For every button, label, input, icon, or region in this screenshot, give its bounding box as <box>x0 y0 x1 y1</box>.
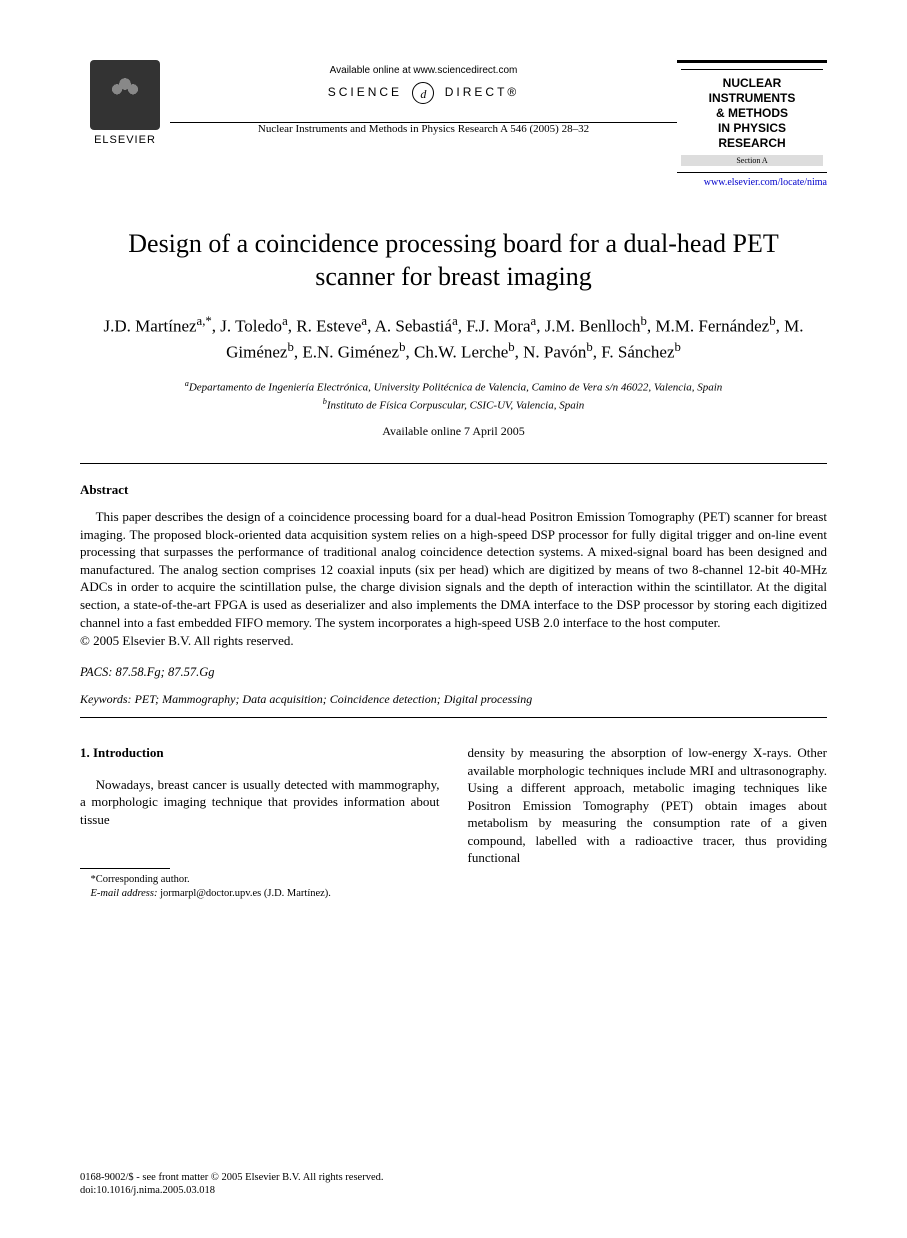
journal-reference: Nuclear Instruments and Methods in Physi… <box>170 123 677 135</box>
science-direct-logo: SCIENCE d DIRECT® <box>170 82 677 104</box>
keywords: Keywords: PET; Mammography; Data acquisi… <box>80 692 827 707</box>
science-direct-icon: d <box>412 82 434 104</box>
pacs-codes: 87.58.Fg; 87.57.Gg <box>116 665 215 679</box>
journal-name-line3: & METHODS <box>681 106 823 121</box>
journal-box: NUCLEAR INSTRUMENTS & METHODS IN PHYSICS… <box>677 60 827 173</box>
publication-date: Available online 7 April 2005 <box>80 424 827 439</box>
header: ELSEVIER Available online at www.science… <box>80 60 827 188</box>
affiliation-b-text: Instituto de Física Corpuscular, CSIC-UV… <box>327 400 584 412</box>
keywords-list: PET; Mammography; Data acquisition; Coin… <box>135 692 533 706</box>
science-direct-suffix: DIRECT® <box>445 85 520 99</box>
available-online-text: Available online at www.sciencedirect.co… <box>170 65 677 76</box>
journal-url[interactable]: www.elsevier.com/locate/nima <box>677 177 827 188</box>
body-columns: 1. Introduction Nowadays, breast cancer … <box>80 744 827 900</box>
publisher-logo: ELSEVIER <box>80 60 170 146</box>
header-center: Available online at www.sciencedirect.co… <box>170 60 677 135</box>
email-label: E-mail address: <box>91 888 158 899</box>
intro-paragraph-right: density by measuring the absorption of l… <box>468 744 828 867</box>
email-address: jormarpl@doctor.upv.es (J.D. Martínez). <box>160 888 331 899</box>
separator-rule-top <box>80 463 827 464</box>
section-heading: 1. Introduction <box>80 744 440 762</box>
affiliation-a-text: Departamento de Ingeniería Electrónica, … <box>189 382 722 394</box>
keywords-label: Keywords: <box>80 692 132 706</box>
intro-paragraph-left: Nowadays, breast cancer is usually detec… <box>80 776 440 829</box>
pacs-label: PACS: <box>80 665 112 679</box>
column-left: 1. Introduction Nowadays, breast cancer … <box>80 744 440 900</box>
pacs: PACS: 87.58.Fg; 87.57.Gg <box>80 665 827 680</box>
footer-copyright: 0168-9002/$ - see front matter © 2005 El… <box>80 1171 827 1185</box>
journal-name-line5: RESEARCH <box>681 136 823 151</box>
elsevier-tree-icon <box>90 60 160 130</box>
footnote-rule <box>80 868 170 869</box>
article-title: Design of a coincidence processing board… <box>120 228 787 293</box>
authors: J.D. Martíneza,*, J. Toledoa, R. Estevea… <box>100 313 807 364</box>
footer: 0168-9002/$ - see front matter © 2005 El… <box>80 1171 827 1198</box>
section-number: 1. <box>80 745 90 760</box>
column-right: density by measuring the absorption of l… <box>468 744 828 900</box>
affiliations: aDepartamento de Ingeniería Electrónica,… <box>80 378 827 414</box>
affiliation-b: bInstituto de Física Corpuscular, CSIC-U… <box>80 396 827 414</box>
corresponding-author-note: *Corresponding author. <box>80 873 440 887</box>
journal-section: Section A <box>681 155 823 166</box>
journal-name-line1: NUCLEAR <box>681 76 823 91</box>
section-title: Introduction <box>93 745 164 760</box>
abstract-heading: Abstract <box>80 482 827 498</box>
separator-rule-bottom <box>80 717 827 718</box>
journal-box-container: NUCLEAR INSTRUMENTS & METHODS IN PHYSICS… <box>677 60 827 188</box>
publisher-name: ELSEVIER <box>94 134 156 146</box>
journal-name-line2: INSTRUMENTS <box>681 91 823 106</box>
email-footnote: E-mail address: jormarpl@doctor.upv.es (… <box>80 887 440 901</box>
abstract-text: This paper describes the design of a coi… <box>80 508 827 631</box>
footer-doi: doi:10.1016/j.nima.2005.03.018 <box>80 1184 827 1198</box>
journal-box-inner: NUCLEAR INSTRUMENTS & METHODS IN PHYSICS… <box>681 69 823 166</box>
affiliation-a: aDepartamento de Ingeniería Electrónica,… <box>80 378 827 396</box>
journal-name-line4: IN PHYSICS <box>681 121 823 136</box>
science-direct-prefix: SCIENCE <box>328 85 402 99</box>
copyright: © 2005 Elsevier B.V. All rights reserved… <box>80 633 827 649</box>
